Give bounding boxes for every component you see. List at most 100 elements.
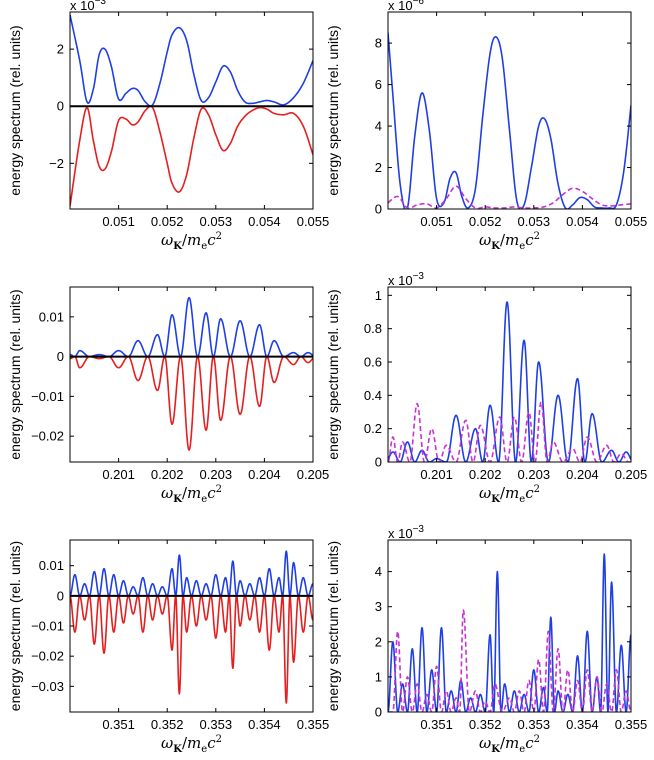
- x-tick-label: 0.353: [518, 717, 551, 732]
- y-tick-label: 4: [375, 564, 382, 579]
- y-axis-label: energy spectrum (rel. units): [325, 541, 341, 711]
- y-tick-label: −0.03: [31, 679, 64, 694]
- plot-area: [388, 32, 631, 209]
- series-magenta: [388, 401, 631, 462]
- y-axis-label: energy spectrum (rel. units): [325, 289, 341, 459]
- x-tick-label: 0.052: [469, 214, 502, 229]
- x-tick-label: 0.355: [615, 717, 648, 732]
- chart-bottom-left: 0.351 0.352 0.353 0.354 0.355 −0.03 −0.02 −0.01…: [7, 539, 330, 755]
- y-tick-label: 0.01: [39, 558, 64, 573]
- y-axis-label: energy spectrum (rel. units): [7, 289, 23, 459]
- y-tick-label: 0: [57, 588, 64, 603]
- series-blue: [388, 553, 631, 712]
- x-tick-label: 0.354: [566, 717, 599, 732]
- y-tick-label: 1: [375, 288, 382, 303]
- y-tick-label: 6: [375, 77, 382, 92]
- series-blue: [388, 32, 631, 209]
- x-tick-label: 0.051: [420, 214, 453, 229]
- x-tick-label: 0.053: [200, 214, 233, 229]
- x-tick-label: 0.352: [151, 717, 184, 732]
- series-blue: [70, 296, 313, 358]
- x-tick-label: 0.352: [469, 717, 502, 732]
- x-axis-label: ωK/mec2: [161, 734, 222, 755]
- chart-bottom-right: 0.351 0.352 0.353 0.354 0.355 0 1 2 3 4 x 10−3 ener…: [325, 524, 647, 755]
- x-tick-label: 0.203: [200, 467, 233, 482]
- axis-multiplier: x 10−6: [388, 0, 424, 13]
- y-tick-label: −0.01: [31, 619, 64, 634]
- x-axis-label: ωK/mec2: [479, 484, 540, 505]
- x-tick-label: 0.202: [469, 467, 502, 482]
- x-tick-label: 0.202: [151, 467, 184, 482]
- axis-multiplier: x 10−3: [70, 0, 106, 13]
- axes-box: [387, 11, 632, 210]
- series-red: [70, 355, 313, 451]
- x-tick-label: 0.204: [248, 467, 281, 482]
- axes-box: [69, 11, 314, 210]
- x-tick-label: 0.205: [615, 467, 648, 482]
- chart-top-right: 0.051 0.052 0.053 0.054 0.055 0 2 4 6 8 x 10−6 ener…: [325, 0, 647, 252]
- y-axis-label: energy spectrum (rel. units): [7, 541, 23, 711]
- series-blue: [70, 550, 313, 597]
- y-tick-label: 8: [375, 36, 382, 51]
- x-axis-label: ωK/mec2: [161, 231, 222, 252]
- y-tick-label: 2: [375, 160, 382, 175]
- y-tick-label: −2: [49, 156, 64, 171]
- x-tick-label: 0.353: [200, 717, 233, 732]
- y-tick-label: 0: [375, 455, 382, 470]
- x-tick-label: 0.053: [518, 214, 551, 229]
- x-tick-label: 0.201: [102, 467, 135, 482]
- y-tick-label: 0.4: [364, 388, 382, 403]
- x-axis-label: ωK/mec2: [479, 231, 540, 252]
- series-blue: [388, 301, 631, 462]
- x-tick-label: 0.055: [297, 214, 330, 229]
- y-axis-label: energy spectrum (rel. units): [325, 25, 341, 195]
- x-tick-label: 0.052: [151, 214, 184, 229]
- x-tick-label: 0.054: [566, 214, 599, 229]
- series-red: [70, 105, 313, 207]
- y-tick-label: 0.8: [364, 321, 382, 336]
- x-tick-label: 0.201: [420, 467, 453, 482]
- plot-area: [70, 296, 313, 451]
- y-tick-label: 0: [57, 349, 64, 364]
- plot-area: [388, 553, 631, 712]
- x-tick-label: 0.355: [297, 717, 330, 732]
- y-tick-label: 0: [375, 202, 382, 217]
- series-magenta: [388, 609, 631, 712]
- y-tick-label: 1: [375, 669, 382, 684]
- series-magenta: [388, 185, 631, 209]
- x-tick-label: 0.054: [248, 214, 281, 229]
- axes-box: [69, 286, 314, 463]
- x-tick-label: 0.351: [102, 717, 135, 732]
- y-tick-label: −0.02: [31, 649, 64, 664]
- axis-multiplier: x 10−3: [388, 271, 424, 288]
- x-tick-label: 0.205: [297, 467, 330, 482]
- axis-multiplier: x 10−3: [388, 524, 424, 541]
- series-red: [70, 595, 313, 704]
- x-tick-label: 0.351: [420, 717, 453, 732]
- y-tick-label: 0: [375, 705, 382, 720]
- x-tick-label: 0.055: [615, 214, 648, 229]
- y-tick-label: 2: [57, 42, 64, 57]
- y-tick-label: −0.02: [31, 429, 64, 444]
- x-tick-label: 0.051: [102, 214, 135, 229]
- y-tick-label: 2: [375, 634, 382, 649]
- y-tick-label: 4: [375, 119, 382, 134]
- x-tick-label: 0.204: [566, 467, 599, 482]
- y-tick-label: −0.01: [31, 389, 64, 404]
- x-axis-label: ωK/mec2: [161, 484, 222, 505]
- axes-box: [387, 539, 632, 713]
- y-tick-label: 0.2: [364, 421, 382, 436]
- series-blue: [70, 14, 313, 107]
- axes-box: [387, 286, 632, 463]
- plot-area: [70, 550, 313, 704]
- x-tick-label: 0.354: [248, 717, 281, 732]
- plot-area: [70, 14, 313, 207]
- y-tick-label: 0.01: [39, 309, 64, 324]
- chart-middle-right: 0.201 0.202 0.203 0.204 0.205 0 0.2 0.4 0.6 0.8 1x…: [325, 271, 647, 505]
- y-tick-label: 0.6: [364, 355, 382, 370]
- chart-middle-left: 0.201 0.202 0.203 0.204 0.205 −0.02 −0.01 0 0.01…: [7, 286, 330, 505]
- y-tick-label: 0: [57, 99, 64, 114]
- y-axis-label: energy spectrum (rel. units): [7, 25, 23, 195]
- x-tick-label: 0.203: [518, 467, 551, 482]
